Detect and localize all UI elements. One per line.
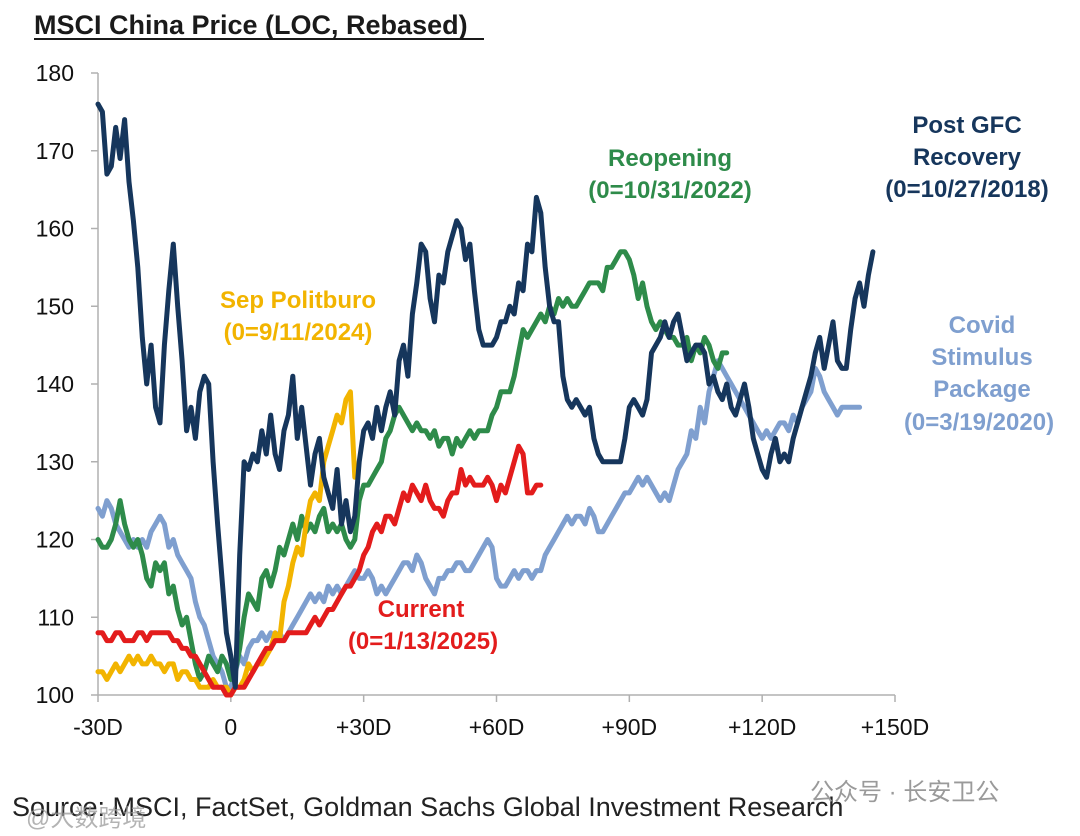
label-covid-stimulus: Covid Stimulus Package (0=3/19/2020) [904, 312, 1054, 436]
series-sep-politburo-line [95, 389, 358, 698]
watermark-right: 公众号 · 长安卫公 [810, 779, 999, 806]
label-covid-line1: Covid [949, 312, 1016, 339]
y-tick-label: 180 [36, 60, 74, 86]
x-tick-label: +120D [728, 714, 796, 740]
label-covid-line2: Stimulus [931, 344, 1032, 371]
series-covid-line [95, 358, 863, 690]
series-current-line [95, 443, 544, 698]
x-tick-label: -30D [73, 714, 123, 740]
y-tick-label: 140 [36, 371, 74, 397]
axes: 100 110 120 130 140 150 160 170 180 -30D 0 +30D +60D… [36, 60, 930, 740]
x-tick-label: +60D [469, 714, 525, 740]
label-post-gfc-line1: Post GFC [912, 112, 1021, 139]
label-covid-line4: (0=3/19/2020) [904, 409, 1054, 436]
y-tick-label: 150 [36, 293, 74, 319]
label-reopening: Reopening (0=10/31/2022) [588, 145, 751, 204]
series-reopening-line [95, 249, 730, 682]
watermark-left: @大数跨境 [26, 805, 146, 832]
y-tick-label: 120 [36, 527, 74, 553]
label-current-line2: (0=1/13/2025) [348, 628, 498, 655]
y-tick-label: 100 [36, 682, 74, 708]
label-current-line1: Current [378, 596, 465, 623]
label-reopening-line1: Reopening [608, 145, 732, 172]
y-tick-label: 160 [36, 216, 74, 242]
label-sep-politburo: Sep Politburo (0=9/11/2024) [220, 287, 376, 346]
series-lines [95, 101, 876, 698]
x-tick-label: +90D [602, 714, 658, 740]
label-sep-politburo-line2: (0=9/11/2024) [224, 319, 373, 346]
label-covid-line3: Package [933, 376, 1030, 403]
y-tick-label: 110 [37, 604, 74, 630]
label-post-gfc-line2: Recovery [913, 144, 1022, 171]
label-current: Current (0=1/13/2025) [348, 596, 498, 655]
source-note: Source: MSCI, FactSet, Goldman Sachs Glo… [12, 792, 843, 822]
series-post-gfc-line [95, 101, 876, 690]
label-post-gfc: Post GFC Recovery (0=10/27/2018) [885, 112, 1048, 203]
y-tick-label: 170 [36, 138, 74, 164]
label-reopening-line2: (0=10/31/2022) [588, 177, 751, 204]
x-tick-label: +30D [336, 714, 392, 740]
label-post-gfc-line3: (0=10/27/2018) [885, 176, 1048, 203]
x-tick-label: 0 [224, 714, 237, 740]
x-tick-label: +150D [861, 714, 929, 740]
y-tick-label: 130 [36, 449, 74, 475]
chart-title: MSCI China Price (LOC, Rebased) [34, 10, 468, 40]
label-sep-politburo-line1: Sep Politburo [220, 287, 376, 314]
